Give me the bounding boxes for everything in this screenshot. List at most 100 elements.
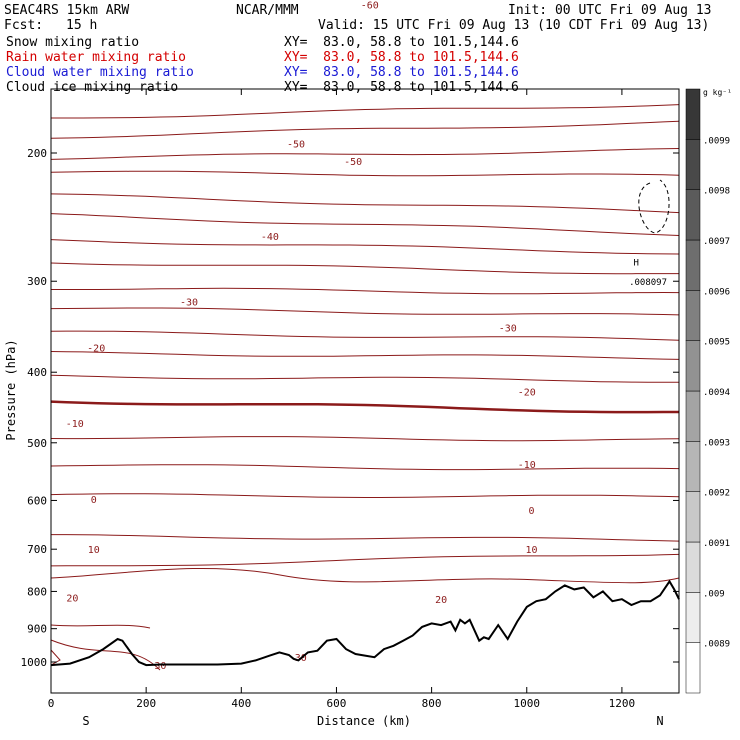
init-time: Init: 00 UTC Fri 09 Aug 13	[508, 3, 712, 18]
field-snow-name: Snow mixing ratio	[6, 35, 140, 50]
isotherm-label: -30	[180, 298, 198, 309]
colorbar-label: .0099	[703, 136, 730, 146]
y-tick-label: 700	[27, 543, 47, 556]
colorbar-label: .0092	[703, 489, 730, 499]
isotherm-label: -10	[518, 460, 536, 471]
isotherm-line	[50, 148, 680, 160]
isotherm-label: 0	[528, 506, 534, 517]
isotherm-line	[50, 351, 680, 360]
y-axis-label: Pressure (hPa)	[4, 339, 18, 440]
isotherm-line	[50, 330, 680, 341]
isotherm-label: -40	[261, 232, 279, 243]
colorbar-swatch	[685, 541, 701, 593]
x-axis-label: Distance (km)	[317, 714, 411, 728]
colorbar-swatch	[685, 390, 701, 442]
colorbar-swatch	[685, 642, 701, 694]
field-cloudice-xy: XY= 83.0, 58.8 to 101.5,144.6	[284, 80, 519, 95]
y-tick-label: 1000	[21, 656, 48, 669]
cloud-label: .008097	[629, 278, 667, 288]
north-label: N	[656, 714, 663, 728]
isotherm-label: 10	[88, 545, 100, 556]
colorbar-label: .0098	[703, 187, 730, 197]
south-label: S	[82, 714, 89, 728]
isotherm-line	[50, 239, 680, 255]
isotherm-label: -50	[287, 139, 305, 150]
colorbar-swatch	[685, 139, 701, 190]
isotherm-line	[50, 400, 679, 414]
isotherm-line	[51, 534, 680, 542]
colorbar-unit: g kg⁻¹	[703, 88, 732, 97]
field-cloudwater-xy: XY= 83.0, 58.8 to 101.5,144.6	[284, 65, 519, 80]
isotherm-label: 30	[154, 661, 166, 672]
colorbar-label: .0096	[703, 287, 730, 297]
isotherm-line	[50, 493, 680, 498]
model-title: SEAC4RS 15km ARW	[4, 3, 130, 18]
y-tick-label: 900	[27, 623, 47, 636]
isotherm-label: -50	[344, 157, 362, 168]
y-tick-label: 300	[27, 275, 47, 288]
field-rain-xy: XY= 83.0, 58.8 to 101.5,144.6	[284, 50, 519, 65]
isotherm-line	[50, 553, 680, 567]
colorbar-label: .0094	[703, 388, 730, 398]
isotherm-line	[50, 639, 161, 671]
isotherm-label: 20	[435, 595, 447, 606]
isotherm-label: -20	[87, 344, 105, 355]
y-tick-label: 800	[27, 585, 47, 598]
y-tick-label: 600	[27, 494, 47, 507]
isotherm-line	[50, 307, 680, 316]
y-tick-label: 400	[27, 366, 47, 379]
isotherm-label: 0	[91, 495, 97, 506]
plot-frame	[50, 88, 680, 694]
isotherm-line	[50, 649, 61, 666]
isotherm-line	[51, 104, 680, 119]
isotherm-line	[50, 374, 679, 383]
colorbar-swatch	[685, 592, 701, 643]
colorbar-swatch	[685, 441, 701, 492]
colorbar-swatch	[685, 491, 701, 543]
x-tick-label: 200	[136, 697, 156, 710]
isotherm-lines	[50, 104, 680, 671]
x-tick-label: 1200	[609, 697, 636, 710]
colorbar-swatch	[685, 189, 701, 241]
colorbar-label: .009	[703, 589, 725, 599]
colorbar-swatch	[685, 290, 701, 341]
colorbar-swatch	[685, 239, 701, 291]
colorbar-label: .0091	[703, 539, 730, 549]
isotherm-line	[51, 287, 680, 295]
valid-time: Valid: 15 UTC Fri 09 Aug 13 (10 CDT Fri …	[318, 18, 710, 33]
org-label: NCAR/MMM	[236, 3, 299, 18]
x-tick-label: 600	[327, 697, 347, 710]
y-tick-label: 200	[27, 147, 47, 160]
isotherm-label: -10	[66, 419, 84, 430]
isotherm-label: -60	[361, 0, 379, 11]
isotherm-line	[50, 170, 680, 177]
isotherm-line	[50, 624, 151, 629]
isotherm-line	[50, 464, 680, 471]
x-tick-label: 800	[422, 697, 442, 710]
isotherm-label: -20	[518, 387, 536, 398]
terrain-line	[50, 579, 680, 667]
isotherm-label: -30	[499, 323, 517, 334]
fcst-value: 15 h	[66, 18, 98, 33]
colorbar-swatch	[685, 340, 701, 392]
isotherm-labels: -60 -50 -50 -40 -30 -30 -20 -20 -10 -10 0 0 10 10 20 20…	[66, 0, 667, 672]
colorbar-swatch	[685, 88, 701, 140]
colorbar-label: .0089	[703, 640, 730, 650]
isotherm-line	[50, 193, 680, 214]
colorbar-label: .0093	[703, 438, 730, 448]
isotherm-line	[50, 262, 679, 275]
field-rain-name: Rain water mixing ratio	[6, 50, 187, 65]
cloud-label: H	[633, 259, 638, 269]
field-cloudice-name: Cloud ice mixing ratio	[6, 80, 179, 95]
x-tick-label: 400	[231, 697, 251, 710]
isotherm-label: 10	[525, 545, 537, 556]
cloud-contour-dashed	[638, 179, 670, 234]
isotherm-line	[50, 120, 680, 139]
x-axis-ticks: 0 200 400 600 800 1000 1200	[48, 89, 635, 710]
fcst-label: Fcst:	[4, 18, 44, 33]
x-tick-label: 1000	[514, 697, 541, 710]
field-snow-xy: XY= 83.0, 58.8 to 101.5,144.6	[284, 35, 519, 50]
terrain-profile	[50, 579, 680, 667]
field-cloudwater-name: Cloud water mixing ratio	[6, 65, 194, 80]
